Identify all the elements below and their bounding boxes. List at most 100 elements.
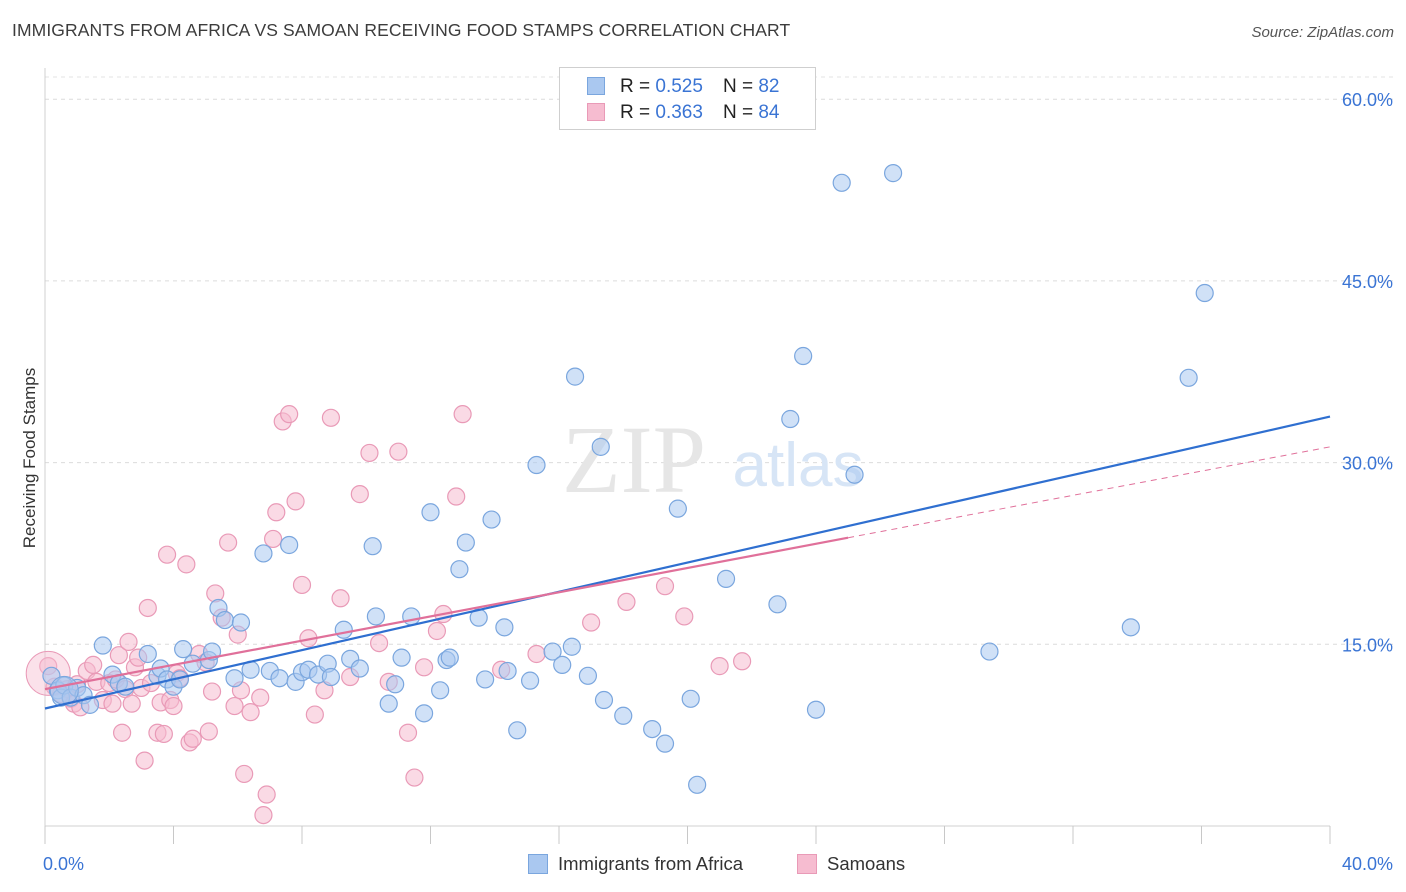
trend-lines: [44, 415, 1331, 710]
legend-label-africa: Immigrants from Africa: [558, 853, 744, 874]
samoans-point: [305, 705, 324, 724]
legend-swatch-samoans: [797, 854, 817, 874]
samoans-point: [103, 694, 122, 713]
africa-point: [482, 510, 501, 529]
samoans-point: [112, 723, 132, 742]
africa-point: [980, 642, 999, 661]
samoans-point: [157, 545, 177, 564]
africa-point: [543, 642, 562, 661]
samoans-point: [199, 722, 218, 741]
africa-point: [527, 455, 546, 475]
africa-point: [231, 613, 251, 632]
legend-label-samoans: Samoans: [827, 853, 906, 874]
r-value-samoans: 0.363: [655, 102, 703, 123]
africa-point: [450, 560, 469, 579]
samoans-point: [617, 592, 636, 612]
samoans-point: [655, 577, 675, 596]
africa-point: [392, 648, 411, 667]
africa-point: [681, 689, 700, 708]
chart-title: IMMIGRANTS FROM AFRICA VS SAMOAN RECEIVI…: [12, 20, 791, 40]
africa-point: [578, 666, 598, 685]
africa-point: [495, 618, 514, 637]
africa-point: [614, 706, 633, 725]
samoans-point: [675, 607, 694, 626]
africa-point: [138, 644, 157, 664]
watermark: ZIP atlas: [562, 406, 863, 513]
africa-point: [688, 775, 707, 794]
samoans-point: [427, 621, 447, 641]
y-tick-label: 15.0%: [1342, 635, 1393, 655]
samoans-point: [733, 652, 752, 671]
axes: [44, 68, 1331, 844]
r-value-africa: 0.525: [655, 76, 703, 97]
n-label: N =: [722, 76, 754, 97]
africa-point: [254, 544, 273, 563]
stats-row-samoans: R = 0.363 N = 84: [587, 101, 779, 125]
samoans-point: [109, 646, 128, 665]
y-tick-label: 45.0%: [1342, 272, 1393, 292]
africa-point: [1195, 283, 1214, 303]
africa-point: [716, 569, 736, 588]
africa-point: [431, 681, 450, 700]
samoans-point: [447, 487, 466, 506]
africa-point: [225, 669, 244, 688]
r-label: R =: [620, 76, 651, 97]
samoans-point: [321, 408, 341, 427]
n-label: N =: [722, 102, 754, 123]
africa-swatch: [587, 77, 605, 95]
stats-row-africa: R = 0.525 N = 82: [587, 75, 779, 99]
samoans-point: [154, 724, 173, 744]
samoans-point: [202, 682, 222, 701]
samoans-point: [389, 442, 408, 461]
africa-point: [366, 607, 385, 626]
africa-point: [806, 700, 826, 719]
africa-point: [553, 655, 572, 674]
tick-labels: 15.0% 30.0% 45.0% 60.0% 0.0% 40.0%: [43, 90, 1393, 874]
africa-point: [594, 690, 614, 710]
samoans-point: [360, 443, 379, 463]
samoans-point: [414, 658, 434, 677]
stats-legend: R = 0.525 N = 82 R = 0.363 N = 84: [559, 67, 816, 130]
samoans-point: [119, 632, 138, 651]
africa-point: [183, 654, 202, 673]
legend-swatch-africa: [528, 854, 548, 874]
africa-point: [832, 173, 851, 192]
samoans-point: [84, 655, 103, 674]
gridlines: [45, 76, 1393, 645]
africa-point: [768, 595, 787, 614]
samoans-point: [135, 751, 154, 770]
samoans-point: [257, 785, 276, 804]
y-tick-label: 60.0%: [1342, 90, 1393, 110]
africa-point: [643, 719, 662, 739]
africa-point: [80, 695, 100, 714]
samoans-point: [710, 657, 729, 676]
samoans-point: [263, 529, 283, 549]
samoans-point: [405, 768, 424, 787]
samoans-point: [267, 503, 286, 522]
samoans-point: [177, 555, 196, 574]
samoans-point: [527, 644, 546, 664]
africa-point: [174, 640, 193, 659]
africa-point: [270, 669, 289, 688]
africa-point: [565, 367, 585, 386]
africa-point: [414, 704, 434, 723]
samoans-point: [254, 805, 273, 825]
samoans-point: [370, 633, 389, 653]
africa-point: [93, 636, 112, 655]
samoans-point: [219, 533, 238, 552]
africa-point: [476, 670, 495, 689]
africa-point: [379, 694, 398, 713]
africa-point: [402, 607, 421, 626]
africa-point: [334, 620, 353, 639]
legend-item-samoans[interactable]: Samoans: [797, 851, 905, 877]
watermark-atlas: atlas: [733, 431, 864, 500]
africa-point: [350, 659, 369, 678]
samoans-point: [350, 485, 369, 504]
africa-point: [1121, 618, 1140, 637]
africa-point: [562, 637, 581, 656]
legend-item-africa[interactable]: Immigrants from Africa: [528, 851, 743, 877]
samoans-point: [286, 492, 305, 511]
samoans-point: [582, 613, 601, 632]
africa-point: [781, 409, 800, 429]
